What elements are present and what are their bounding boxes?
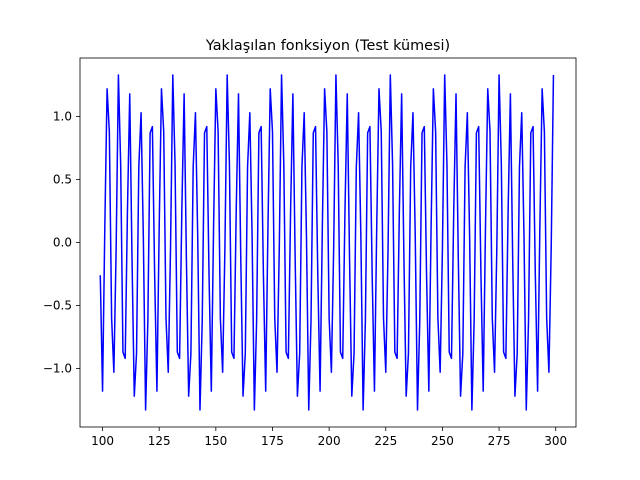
- x-tick-label: 275: [488, 434, 511, 448]
- axis-ticks: 100 125 150 175 200 225 250 275 300 −1.0 −0.5 0.0 0.…: [43, 110, 567, 448]
- x-tick-label: 225: [374, 434, 397, 448]
- plot-area: [99, 74, 555, 411]
- y-tick-label: 0.5: [53, 173, 72, 187]
- x-tick-label: 200: [318, 434, 341, 448]
- x-tick-label: 300: [544, 434, 567, 448]
- y-tick-label: −0.5: [43, 298, 72, 312]
- y-tick-label: 0.0: [53, 236, 72, 250]
- x-tick-label: 125: [148, 434, 171, 448]
- y-tick-label: −1.0: [43, 361, 72, 375]
- y-tick-label: 1.0: [53, 110, 72, 124]
- series-line-1: [99, 74, 555, 411]
- chart-title: Yaklaşılan fonksiyon (Test kümesi): [205, 38, 450, 54]
- x-tick-label: 175: [261, 434, 284, 448]
- x-tick-label: 150: [204, 434, 227, 448]
- x-tick-label: 250: [431, 434, 454, 448]
- axes-frame: [79, 57, 577, 428]
- x-tick-label: 100: [91, 434, 114, 448]
